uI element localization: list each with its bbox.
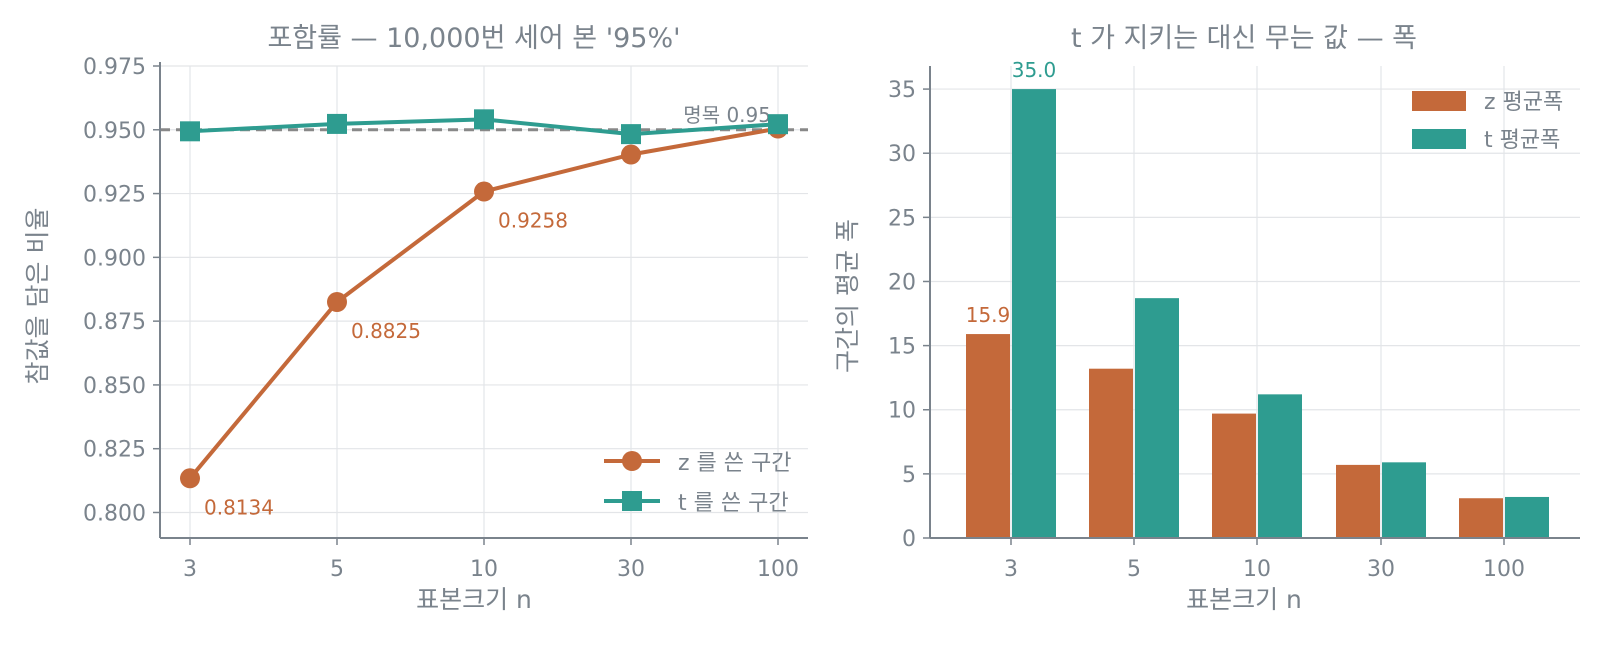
bar-t-width	[1505, 496, 1549, 538]
coverage-y-tick-label: 0.925	[83, 183, 146, 208]
legend-swatch-z-width	[1412, 91, 1466, 111]
width-x-tick-label: 3	[1004, 557, 1018, 582]
data-point-z	[180, 468, 200, 489]
width-x-tick-label: 30	[1367, 557, 1395, 582]
coverage-x-ticks: 3 5 10 30 100	[183, 538, 799, 582]
width-x-tick-label: 10	[1243, 557, 1271, 582]
width-axes	[929, 66, 1580, 539]
coverage-chart: 명목 0.95 0.8134 0.8825 0.9258 3 5 10 30 100 0.8…	[23, 23, 808, 614]
data-label-z: 0.9258	[498, 209, 568, 233]
nominal-reference-label: 명목 0.95	[683, 103, 771, 127]
coverage-legend: z 를 쓴 구간 t 를 쓴 구간	[604, 451, 792, 516]
width-y-tick-label: 0	[902, 527, 916, 552]
coverage-x-tick-label: 10	[470, 557, 498, 582]
bar-z-width	[1336, 464, 1380, 538]
width-bars: 15.9 35.0	[966, 58, 1549, 538]
legend-swatch-t-width	[1412, 129, 1466, 149]
legend-swatch-z-marker	[622, 451, 642, 471]
coverage-y-tick-label: 0.900	[83, 246, 146, 271]
bar-t-width	[1135, 298, 1179, 538]
coverage-y-ticks: 0.800 0.825 0.850 0.875 0.900 0.925 0.950 0.975	[83, 55, 160, 526]
data-label-z: 0.8134	[204, 495, 274, 519]
width-y-tick-label: 25	[888, 206, 916, 231]
data-point-t	[474, 109, 494, 130]
data-point-z	[327, 292, 347, 312]
coverage-x-tick-label: 30	[617, 557, 645, 582]
coverage-x-tick-label: 3	[183, 557, 197, 582]
width-y-tick-label: 20	[888, 270, 916, 295]
width-y-tick-label: 5	[902, 463, 916, 488]
coverage-series: 0.8134 0.8825 0.9258	[180, 109, 788, 519]
coverage-y-tick-label: 0.950	[83, 119, 146, 144]
coverage-grid	[160, 65, 808, 538]
coverage-y-tick-label: 0.800	[83, 501, 146, 526]
width-y-tick-label: 15	[888, 335, 916, 360]
width-chart-title: t 가 지키는 대신 무는 값 — 폭	[1071, 23, 1417, 54]
data-point-z	[621, 144, 641, 165]
width-legend: z 평균폭 t 평균폭	[1412, 90, 1563, 153]
coverage-y-axis-label: 참값을 담은 비율	[23, 208, 52, 385]
bar-z-width	[1212, 413, 1256, 538]
data-label-z: 0.8825	[351, 319, 421, 343]
coverage-x-tick-label: 5	[330, 557, 344, 582]
bar-z-width	[966, 334, 1010, 538]
width-x-axis-label: 표본크기 n	[1186, 585, 1302, 614]
coverage-x-axis-label: 표본크기 n	[416, 585, 532, 614]
data-point-t	[621, 124, 641, 145]
coverage-y-tick-label: 0.825	[83, 438, 146, 463]
coverage-y-tick-label: 0.875	[83, 310, 146, 335]
data-point-t	[327, 113, 347, 134]
width-y-axis-label: 구간의 평균 폭	[833, 219, 862, 373]
bar-z-width	[1089, 368, 1133, 538]
width-x-tick-label: 100	[1483, 557, 1525, 582]
bar-t-width	[1382, 462, 1426, 538]
bar-z-width	[1459, 498, 1503, 538]
legend-swatch-t-marker	[622, 491, 642, 511]
legend-label-z-interval: z 를 쓴 구간	[678, 451, 792, 476]
data-point-t	[768, 114, 788, 135]
width-x-tick-label: 5	[1127, 557, 1141, 582]
coverage-y-tick-label: 0.975	[83, 55, 146, 80]
legend-label-z-width: z 평균폭	[1484, 90, 1563, 115]
data-point-t	[180, 121, 200, 142]
width-y-ticks: 0 5 10 15 20 25 30 35	[888, 78, 930, 552]
coverage-chart-title: 포함률 — 10,000번 세어 본 '95%'	[267, 23, 680, 54]
data-point-z	[474, 181, 494, 202]
bar-t-width	[1012, 89, 1056, 538]
legend-label-t-interval: t 를 쓴 구간	[678, 491, 789, 516]
coverage-y-tick-label: 0.850	[83, 374, 146, 399]
width-y-tick-label: 35	[888, 78, 916, 103]
legend-label-t-width: t 평균폭	[1484, 128, 1560, 153]
bar-t-width	[1258, 394, 1302, 538]
width-y-tick-label: 30	[888, 142, 916, 167]
coverage-x-tick-label: 100	[757, 557, 799, 582]
width-y-tick-label: 10	[888, 399, 916, 424]
width-x-ticks: 3 5 10 30 100	[1004, 538, 1525, 582]
bar-label-t: 35.0	[1012, 58, 1057, 82]
bar-label-z: 15.9	[966, 303, 1011, 327]
